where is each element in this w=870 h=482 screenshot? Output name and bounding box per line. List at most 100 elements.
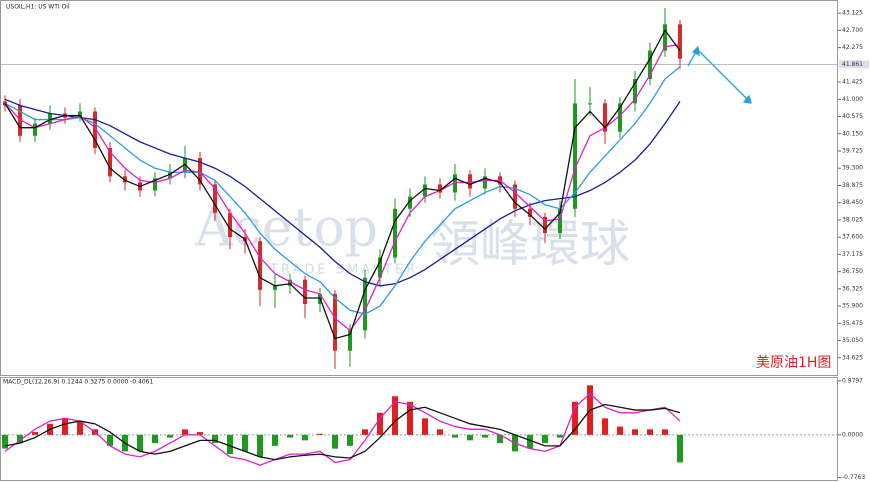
candle-body	[408, 196, 412, 209]
histogram-bar	[152, 434, 158, 444]
candle-body	[663, 24, 667, 51]
histogram-bar	[242, 434, 248, 452]
histogram-bar	[62, 418, 68, 435]
y-tick-label: 39.300	[842, 165, 863, 172]
histogram-bar	[467, 434, 473, 441]
histogram-bar	[677, 434, 683, 463]
histogram-bar	[407, 401, 413, 435]
candle-body	[618, 103, 622, 132]
price-box	[839, 60, 869, 69]
candle-body	[678, 24, 682, 59]
candle-body	[513, 184, 517, 209]
candle-body	[363, 277, 367, 331]
histogram-bar	[2, 434, 8, 449]
arrow-head	[691, 45, 752, 104]
histogram-bar	[632, 429, 638, 435]
y-tick-label: 37.600	[842, 234, 863, 241]
candle-body	[333, 293, 337, 351]
y-tick-label: 38.875	[842, 182, 863, 189]
y-tick-label: 39.725	[842, 147, 863, 154]
histogram-bar	[347, 434, 353, 446]
histogram-bar	[107, 434, 113, 446]
histogram-bar	[617, 426, 623, 435]
candle-body	[228, 212, 232, 238]
candle-body	[258, 241, 262, 290]
line	[4, 66, 681, 315]
histogram-bar	[482, 434, 488, 438]
y-tick-label: 42.275	[842, 44, 863, 51]
y-tick-label: 35.900	[842, 303, 863, 310]
histogram-bar	[497, 434, 503, 444]
candle-body	[543, 216, 547, 234]
chart-title: USOIL,H1: US WTI Oil	[6, 4, 70, 11]
candle-body	[573, 103, 577, 209]
candle-body	[288, 279, 292, 286]
y-tick-label: 34.625	[842, 354, 863, 361]
y-tick-label: 40.575	[842, 113, 863, 120]
candle-body	[423, 184, 427, 197]
y-tick-label: 0.0000	[842, 431, 863, 438]
line	[4, 43, 681, 332]
y-tick-label: 35.050	[842, 337, 863, 344]
candle-body	[93, 111, 97, 148]
histogram-bar	[257, 434, 263, 457]
candle-body	[18, 105, 22, 136]
histogram-bar	[227, 434, 233, 455]
candle-body	[168, 172, 172, 179]
candle-body	[123, 176, 127, 183]
histogram-bar	[362, 429, 368, 435]
candle-body	[303, 279, 307, 305]
watermark: TRADE SMARTER	[269, 263, 418, 278]
candle-body	[78, 111, 82, 118]
y-tick-label: -0.7763	[842, 474, 865, 481]
watermark: Acetop	[194, 199, 378, 259]
y-tick-label: 41.425	[842, 79, 863, 86]
histogram-bar	[557, 434, 563, 438]
histogram-bar	[17, 434, 23, 444]
candle-body	[48, 113, 52, 124]
candle-body	[633, 79, 637, 104]
candle-body	[153, 178, 157, 191]
macd-frame	[0, 377, 838, 481]
histogram-bar	[527, 434, 533, 449]
y-tick-label: 0.9797	[842, 377, 863, 384]
candle-body	[558, 208, 562, 234]
histogram-bar	[572, 401, 578, 435]
candle-body	[393, 208, 397, 258]
plot	[0, 8, 838, 466]
line	[4, 403, 681, 461]
histogram-bar	[77, 421, 83, 435]
histogram-bar	[392, 396, 398, 435]
candle-body	[588, 103, 592, 105]
histogram-bar	[272, 434, 278, 446]
candle-body	[453, 174, 457, 193]
histogram-bar	[542, 434, 548, 444]
candle-body	[603, 103, 607, 132]
histogram-bar	[332, 434, 338, 449]
forecast-arrow	[687, 45, 752, 104]
candle-body	[198, 158, 202, 185]
histogram-bar	[302, 434, 308, 441]
main-frame	[0, 0, 838, 376]
candle-body	[108, 147, 112, 177]
candle-body	[378, 257, 382, 278]
y-tick-label: 36.325	[842, 285, 863, 292]
candle-body	[183, 158, 187, 173]
candle-body	[438, 184, 442, 193]
histogram-bar	[197, 432, 203, 435]
y-tick-label: 35.475	[842, 320, 863, 327]
candle-body	[33, 123, 37, 136]
histogram-bar	[452, 434, 458, 438]
histogram-bar	[167, 434, 173, 438]
histogram-bar	[647, 429, 653, 435]
histogram-bar	[32, 432, 38, 435]
y-tick-label: 42.700	[842, 27, 863, 34]
line	[4, 392, 681, 466]
annotation: 美原油1H图	[756, 355, 831, 371]
candle-body	[648, 50, 652, 80]
histogram-bar	[137, 434, 143, 452]
y-tick-label: 43.125	[842, 10, 863, 17]
candle-body	[3, 101, 7, 106]
candle-body	[468, 174, 472, 189]
arrow-line	[697, 49, 751, 103]
